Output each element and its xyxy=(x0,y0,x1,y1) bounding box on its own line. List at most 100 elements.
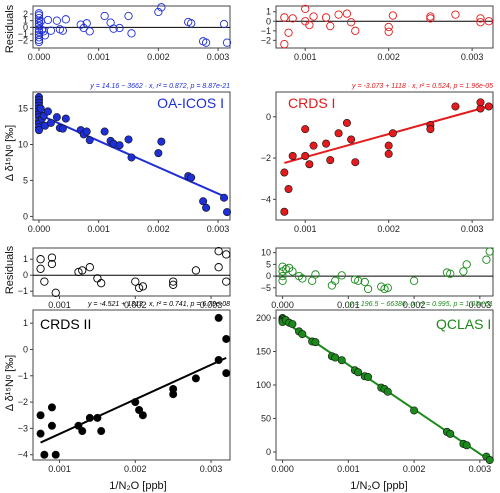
residual-point xyxy=(476,14,485,23)
residual-point xyxy=(354,276,363,285)
residual-point xyxy=(61,15,70,24)
residual-point xyxy=(278,276,287,285)
residual-plot-x-tick-label: 0.003 xyxy=(207,52,230,62)
residual-point xyxy=(288,267,297,276)
residual-point xyxy=(360,277,369,287)
main-plot-x-tick-label: 0.002 xyxy=(403,464,426,474)
residual-point xyxy=(219,19,229,29)
data-point xyxy=(202,203,211,212)
residual-point xyxy=(74,267,83,277)
main-plot-x-tick-label: 0.003 xyxy=(207,224,230,234)
main-plot-x-tick-label: 0.001 xyxy=(337,464,360,474)
y-axis-label-top: Δ δ¹⁵Nᵅ [‰] xyxy=(4,125,16,181)
data-point xyxy=(351,158,360,167)
data-point xyxy=(97,427,106,436)
x-axis-label-right: 1/N₂O [ppb] xyxy=(350,480,407,492)
data-point xyxy=(223,208,232,217)
residual-plot-x-tick-label: 0.002 xyxy=(377,52,400,62)
main-plot-y-tick-label: 50 xyxy=(261,413,271,423)
main-plot-y-tick-label: −2 xyxy=(261,153,271,163)
data-point xyxy=(214,355,223,364)
residual-point xyxy=(124,11,133,21)
residual-point xyxy=(40,277,49,286)
main-plot-y-tick-label: 0 xyxy=(266,112,271,122)
residual-point xyxy=(426,14,435,23)
residuals-label-bottom: Residuals xyxy=(4,245,16,294)
residual-plot-y-tick-label: 1 xyxy=(23,16,28,26)
residual-plot-x-tick-label: 0.001 xyxy=(337,300,360,310)
data-point xyxy=(326,156,335,165)
data-point xyxy=(476,98,485,107)
y-axis-label-bottom: Δ δ¹⁵Nᵅ [‰] xyxy=(4,355,16,411)
residual-point xyxy=(383,283,392,292)
data-point xyxy=(383,387,392,396)
data-point xyxy=(43,107,52,116)
data-point xyxy=(484,102,493,111)
data-point xyxy=(127,153,136,162)
residual-plot-frame xyxy=(275,247,494,297)
residual-point xyxy=(337,271,346,280)
residual-point xyxy=(222,250,231,259)
residual-plot-x-tick-label: 0.000 xyxy=(28,52,51,62)
data-point xyxy=(40,450,49,459)
residual-point xyxy=(334,10,343,19)
regression-equation: y = 14.16 − 3662 · x, r² = 0.872, p = 8.… xyxy=(89,83,230,90)
residual-point xyxy=(308,276,317,285)
residual-point xyxy=(36,255,45,264)
data-point xyxy=(364,372,373,381)
residual-plot-x-tick-label: 0.003 xyxy=(200,300,223,310)
residual-point xyxy=(131,277,140,286)
residual-point xyxy=(331,276,340,285)
main-plot-x-tick-label: 0.003 xyxy=(461,224,484,234)
data-point xyxy=(288,152,297,161)
residual-point xyxy=(154,7,163,17)
main-plot-y-tick-label: −4 xyxy=(261,194,271,204)
main-plot-x-tick-label: 0.002 xyxy=(377,224,400,234)
residual-point xyxy=(201,38,211,47)
main-plot-x-tick-label: 0.002 xyxy=(147,224,170,234)
data-point xyxy=(58,124,67,133)
main-plot-y-tick-label: 15 xyxy=(18,104,28,114)
main-plot-y-tick-label: 0 xyxy=(23,344,28,354)
data-point xyxy=(191,374,200,383)
residual-point xyxy=(284,28,293,37)
data-point xyxy=(354,368,363,377)
residual-point xyxy=(384,22,393,32)
residual-point xyxy=(346,18,356,27)
data-point xyxy=(384,149,393,158)
residual-point xyxy=(85,27,94,36)
residual-point xyxy=(47,253,57,262)
residual-point xyxy=(485,247,494,256)
residual-point xyxy=(93,274,102,283)
data-point xyxy=(410,406,419,415)
data-point xyxy=(342,118,351,127)
residual-plot-x-tick-label: 0.001 xyxy=(294,52,317,62)
data-point xyxy=(284,185,293,194)
residual-point xyxy=(280,13,289,22)
residual-point xyxy=(51,288,60,297)
main-plot-x-tick-label: 0.001 xyxy=(87,224,110,234)
main-plot-y-tick-label: 150 xyxy=(256,347,271,357)
residual-point xyxy=(384,27,393,36)
data-point xyxy=(388,129,397,138)
residual-point xyxy=(426,12,435,21)
main-plot-x-tick-label: 0.000 xyxy=(271,464,294,474)
data-point xyxy=(305,160,314,169)
residual-point xyxy=(100,11,109,21)
residual-point xyxy=(484,17,493,26)
data-point xyxy=(138,411,147,420)
residual-point xyxy=(280,40,289,49)
main-plot-x-tick-label: 0.000 xyxy=(28,224,51,234)
panel-label: CRDS I xyxy=(288,95,335,111)
data-point xyxy=(36,104,45,113)
regression-line xyxy=(284,105,490,164)
residual-point xyxy=(43,15,53,25)
residual-plot-x-tick-label: 0.003 xyxy=(469,300,492,310)
residuals-label-top: Residuals xyxy=(4,4,16,53)
main-plot-y-tick-label: −2 xyxy=(18,397,28,407)
data-point xyxy=(280,168,289,177)
main-plot-y-tick-label: 0 xyxy=(23,211,28,221)
residual-plot-y-tick-label: 0 xyxy=(266,271,271,281)
